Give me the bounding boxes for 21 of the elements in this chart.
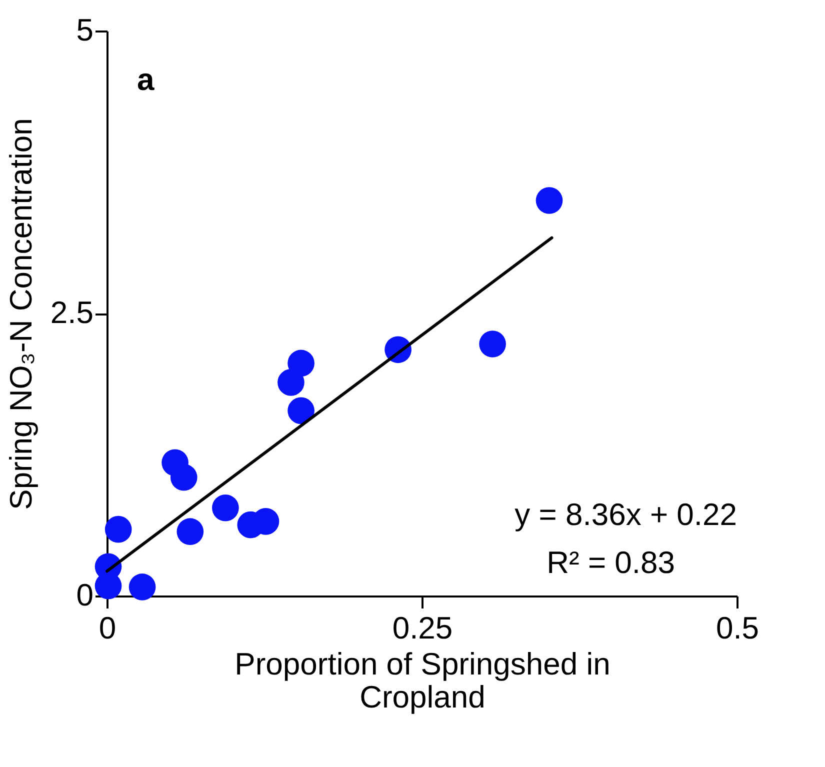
annotation: y = 8.36x + 0.22 bbox=[514, 497, 737, 532]
point bbox=[176, 518, 204, 545]
y-tick-label: 2.5 bbox=[50, 295, 94, 330]
point bbox=[170, 464, 198, 491]
y-tick-label: 0 bbox=[76, 578, 94, 612]
point bbox=[288, 397, 314, 424]
x-tick-label: 0.5 bbox=[716, 610, 760, 646]
annotation: R² = 0.83 bbox=[546, 545, 675, 580]
point bbox=[128, 574, 156, 600]
x-tick-label: 0 bbox=[98, 610, 116, 646]
point bbox=[479, 330, 506, 358]
point bbox=[104, 516, 132, 543]
point bbox=[212, 494, 239, 522]
x-tick-label: 0.25 bbox=[392, 610, 453, 646]
y-axis-title: Spring NO₃-N Concentration bbox=[3, 118, 38, 510]
point bbox=[536, 187, 563, 214]
annotation: a bbox=[137, 62, 155, 97]
y-tick-label: 5 bbox=[76, 12, 94, 48]
x-axis-title: Proportion of Springshed in Cropland bbox=[234, 646, 610, 714]
point bbox=[278, 369, 304, 396]
point bbox=[288, 350, 314, 377]
